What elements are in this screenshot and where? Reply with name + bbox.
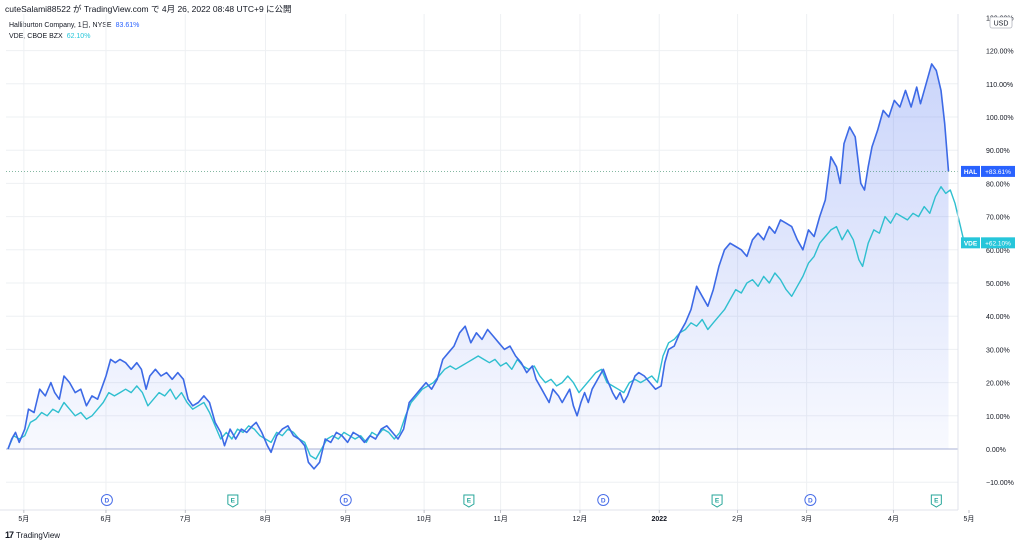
y-tick-label: 50.00%: [986, 281, 1010, 288]
y-tick-label: 20.00%: [986, 381, 1010, 388]
dividend-event-label: D: [601, 498, 606, 505]
y-tick-label: 0.00%: [986, 447, 1006, 454]
tradingview-logo-icon: 17: [5, 530, 14, 540]
legend-item-vde[interactable]: VDE, CBOE BZX 62.10%: [9, 31, 139, 42]
dividend-event-label: D: [808, 498, 813, 505]
y-tick-label: −10.00%: [986, 480, 1014, 487]
x-tick-label: 5月: [18, 515, 29, 523]
earnings-event-label: E: [934, 498, 939, 505]
y-tick-label: 60.00%: [986, 248, 1010, 255]
vde-name-label: VDE: [964, 240, 978, 247]
x-tick-label: 5月: [964, 515, 975, 523]
earnings-event-label: E: [715, 498, 720, 505]
y-tick-label: 80.00%: [986, 181, 1010, 188]
dividend-event-icon[interactable]: [339, 494, 352, 506]
dividend-event-label: D: [105, 498, 110, 505]
x-tick-label: 3月: [801, 515, 812, 523]
x-tick-label: 2022: [651, 516, 667, 523]
legend-label-hal: Halliburton Company, 1日, NYSE: [9, 22, 112, 29]
legend-value-vde: 62.10%: [66, 33, 91, 40]
x-tick-label: 2月: [732, 515, 743, 523]
x-tick-label: 8月: [260, 515, 271, 523]
tradingview-footer: 17 TradingView: [5, 530, 60, 540]
earnings-event-label: E: [231, 498, 236, 505]
footer-brand: TradingView: [16, 530, 61, 540]
hal-area-fill: [8, 63, 949, 469]
y-tick-label: 120.00%: [986, 49, 1014, 56]
hal-value-tag: [981, 165, 1015, 177]
x-tick-label: 9月: [340, 515, 351, 523]
vde-value-tag: [981, 237, 1015, 249]
dividend-event-icon[interactable]: [597, 494, 610, 506]
earnings-event-label: E: [467, 498, 472, 505]
y-tick-label: 10.00%: [986, 414, 1010, 421]
y-tick-label: 30.00%: [986, 347, 1010, 354]
dividend-event-label: D: [343, 498, 348, 505]
hal-name-label: HAL: [964, 169, 977, 176]
legend-item-hal[interactable]: Halliburton Company, 1日, NYSE 83.61%: [9, 20, 139, 31]
x-tick-label: 12月: [573, 515, 588, 523]
dividend-event-icon[interactable]: [804, 494, 817, 506]
x-tick-label: 10月: [417, 515, 432, 523]
series-lines: [6, 63, 965, 470]
earnings-event-icon[interactable]: [463, 494, 475, 508]
y-tick-label: 70.00%: [986, 215, 1010, 222]
x-tick-label: 11月: [493, 515, 507, 523]
vde-value-label: +62.10%: [985, 240, 1011, 247]
y-tick-label: 100.00%: [986, 115, 1014, 122]
hal-line: [7, 63, 950, 470]
earnings-event-icon[interactable]: [930, 494, 942, 508]
legend-label-vde: VDE, CBOE BZX: [9, 33, 63, 40]
x-tick-label: 4月: [888, 515, 899, 523]
time-axis[interactable]: 5月 6月 7月 8月 9月 10月 11月 12月 2022 2月 3月 4月 5月: [0, 509, 975, 523]
price-axis[interactable]: 120.00% 110.00% 100.00% 90.00% 80.00% 70.00% 6…: [957, 14, 1014, 510]
currency-label: USD: [994, 21, 1009, 28]
vde-line: [7, 186, 965, 460]
earnings-event-icon[interactable]: [711, 494, 723, 508]
publish-info: cuteSalami88522 が TradingView.com で 4月 2…: [5, 4, 292, 14]
currency-button[interactable]: [989, 16, 1013, 29]
last-value-badges: HAL +83.61% VDE +62.10%: [961, 165, 1015, 249]
vde-name-tag: [961, 237, 980, 249]
dividend-event-icon[interactable]: [100, 494, 113, 506]
y-tick-label: 40.00%: [986, 314, 1010, 321]
x-tick-label: 7月: [180, 515, 191, 523]
legend-value-hal: 83.61%: [115, 22, 140, 29]
area-fill: [8, 63, 949, 469]
y-tick-label: 110.00%: [986, 82, 1013, 89]
earnings-event-icon[interactable]: [227, 494, 239, 508]
legend: Halliburton Company, 1日, NYSE 83.61% VDE,…: [9, 20, 139, 42]
x-tick-label: 6月: [101, 515, 112, 523]
hal-name-tag: [961, 165, 980, 177]
y-tick-label: 90.00%: [986, 148, 1010, 155]
hal-value-label: +83.61%: [985, 169, 1011, 176]
